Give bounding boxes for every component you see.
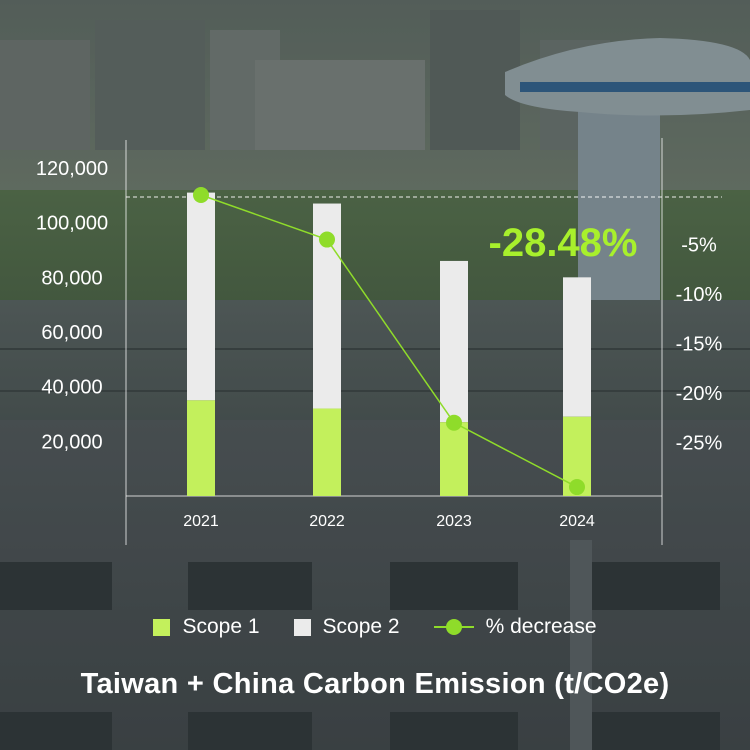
legend-item-scope1: Scope 1 <box>153 615 260 639</box>
legend-swatch-scope2 <box>293 618 311 636</box>
chart-title: Taiwan + China Carbon Emission (t/CO2e) <box>80 668 670 700</box>
legend-swatch-scope1 <box>153 618 171 636</box>
legend: Scope 1 Scope 2 % decrease <box>0 607 750 647</box>
bar-scope2 <box>187 192 215 401</box>
y-left-tick-label: 100,000 <box>36 213 108 235</box>
legend-item-scope2: Scope 2 <box>293 615 400 639</box>
bars-group <box>187 192 591 496</box>
y-axis-left-ticks: 20,000 40,000 60,000 80,000 100,000 120,000 <box>36 158 108 453</box>
legend-label-scope2: Scope 2 <box>322 615 400 638</box>
bar-scope2 <box>563 277 591 417</box>
decrease-annotation: -28.48% <box>489 221 638 265</box>
y-left-tick-label: 80,000 <box>41 267 102 289</box>
y-left-tick-label: 60,000 <box>41 322 102 344</box>
y-right-tick-label: -25% <box>676 433 723 455</box>
x-axis-labels: 2021 2022 2023 2024 <box>183 513 595 530</box>
decrease-point <box>446 414 462 431</box>
x-tick-label: 2022 <box>309 513 345 530</box>
y-left-tick-label: 40,000 <box>41 377 102 399</box>
y-left-tick-label: 20,000 <box>41 431 102 453</box>
decrease-line <box>200 194 578 488</box>
y-left-tick-label: 120,000 <box>36 158 108 180</box>
legend-label-scope1: Scope 1 <box>182 615 260 638</box>
x-tick-label: 2024 <box>559 513 595 530</box>
y-axis-right-ticks: -5% -10% -15% -20% -25% <box>676 235 723 455</box>
decrease-point <box>569 479 585 496</box>
x-tick-label: 2021 <box>183 513 219 530</box>
y-right-tick-label: -20% <box>676 383 723 405</box>
legend-label-decrease: % decrease <box>485 615 597 638</box>
decrease-point <box>193 187 209 203</box>
bar-scope1 <box>440 422 468 496</box>
y-right-tick-label: -10% <box>676 284 723 306</box>
legend-item-decrease: % decrease <box>433 615 597 639</box>
x-tick-label: 2023 <box>436 513 472 530</box>
y-right-tick-label: -5% <box>681 235 717 257</box>
bar-scope2 <box>440 260 468 423</box>
bar-scope1 <box>187 400 215 496</box>
decrease-point <box>319 231 335 248</box>
decrease-line-group <box>193 187 585 496</box>
y-right-tick-label: -15% <box>676 334 723 356</box>
legend-line-marker-icon <box>433 617 474 637</box>
bar-scope1 <box>313 408 341 496</box>
